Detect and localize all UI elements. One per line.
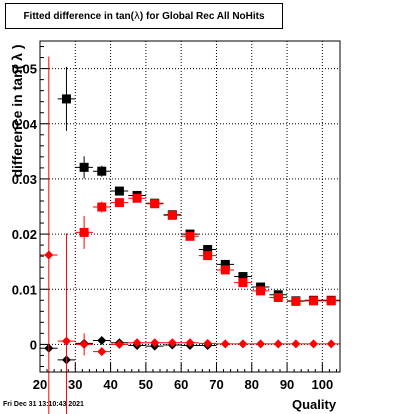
data-point-square [291,296,301,306]
plot-frame [39,40,341,373]
data-point-diamond [114,339,124,349]
data-point-diamond [220,339,230,349]
data-point-diamond [97,336,107,346]
chart-title-post: ) for Global Rec All NoHits [139,10,265,22]
x-tick-label: 80 [245,377,259,392]
y-axis-label-text: difference in tan( λ ) [9,44,25,178]
x-tick-label: 50 [139,377,153,392]
data-point-square [185,231,195,241]
data-point-square [273,293,283,303]
x-axis-label: Quality [292,397,337,412]
data-point-square [238,272,248,282]
timestamp-footer: Fri Dec 31 13:10:43 2021 [3,401,84,408]
data-point-square [326,296,336,306]
data-point-square [220,265,230,275]
x-tick-label: 40 [103,377,117,392]
data-point-diamond [97,347,107,357]
data-point-square [114,186,124,196]
y-tick-label: 0 [30,337,37,352]
x-tick-label: 30 [68,377,82,392]
data-point-square [97,202,107,212]
data-point-square [79,162,89,172]
data-point-diamond [79,339,89,349]
data-point-square [167,210,177,220]
data-point-diamond [238,339,248,349]
x-tick-label: 70 [209,377,223,392]
x-tick-label: 90 [280,377,294,392]
data-point-square [203,245,213,255]
data-point-square [220,259,230,269]
data-point-square [238,278,248,288]
data-point-square [97,166,107,176]
data-point-square [309,296,319,306]
data-point-diamond [326,339,336,349]
data-point-diamond [273,339,283,349]
y-tick-label: 0.01 [12,282,37,297]
y-tick-label: 0.02 [12,227,37,242]
data-point-square [79,227,89,237]
data-point-diamond [185,338,195,348]
data-point-diamond [203,338,213,348]
data-point-square [203,251,213,261]
data-point-square [61,94,71,104]
plot-frame-bg [40,41,340,372]
data-point-diamond [309,339,319,349]
data-point-diamond [150,338,160,348]
x-tick-label: 100 [312,377,334,392]
data-point-diamond [291,339,301,349]
data-point-square [132,193,142,203]
data-point-square [256,286,266,296]
data-point-diamond [167,338,177,348]
chart-title: Fitted difference in tan( λ ) for Global… [5,3,283,29]
data-point-diamond [132,338,142,348]
chart-title-pre: Fitted difference in tan( [23,10,134,22]
data-point-diamond [256,339,266,349]
y-tick-label: 0.04 [12,117,38,132]
data-point-square [114,198,124,208]
x-tick-label: 60 [174,377,188,392]
y-tick-label: 0.05 [12,62,37,77]
data-point-square [150,199,160,209]
y-tick-label: 0.03 [12,172,37,187]
x-tick-label: 20 [33,377,47,392]
chart-title-lambda: λ [134,10,140,22]
data-point-diamond [44,250,54,260]
data-point-diamond [61,336,71,346]
